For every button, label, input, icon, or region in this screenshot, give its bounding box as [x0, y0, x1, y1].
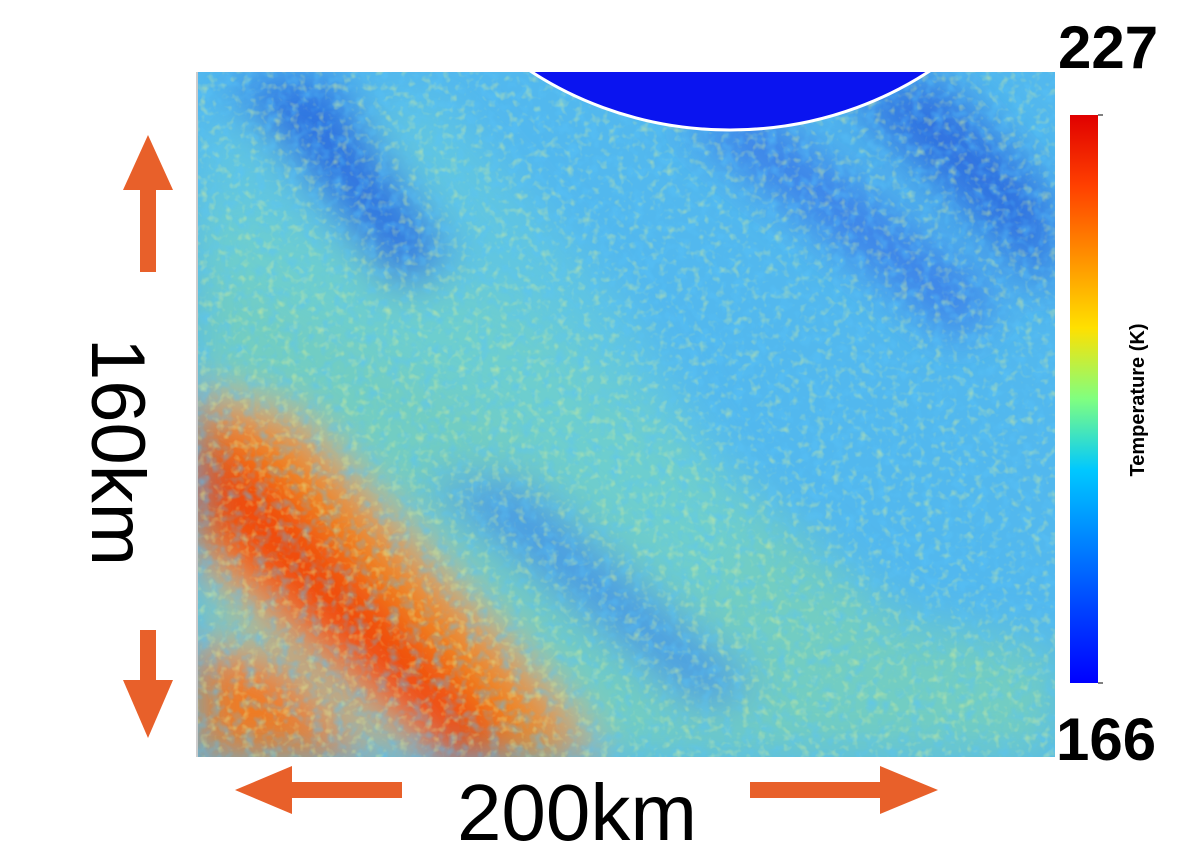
colorbar-label: Temperature (K): [1127, 324, 1149, 477]
colorbar-min: 166: [1056, 706, 1156, 773]
colorbar: [1070, 115, 1098, 683]
chart: 227 166 Temperature (K) 160km 200km: [0, 0, 1180, 851]
x-extent-label: 200km: [457, 768, 697, 851]
y-extent-label: 160km: [75, 338, 160, 566]
page: {"chart_data": {"type": "heatmap", "x_ex…: [0, 0, 1180, 851]
temperature-map: [197, 0, 1075, 757]
colorbar-max: 227: [1058, 14, 1158, 81]
